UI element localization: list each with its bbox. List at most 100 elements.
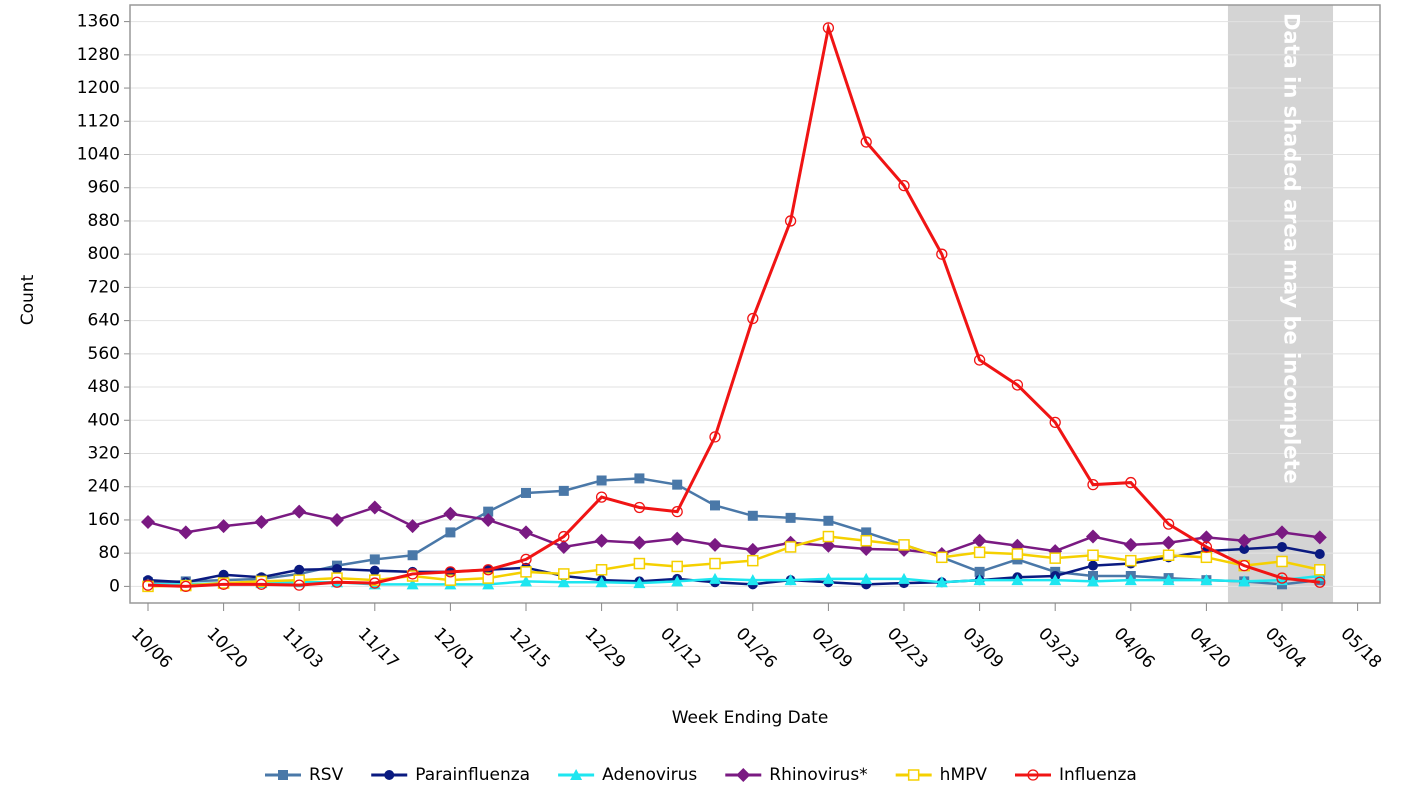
marker xyxy=(1237,533,1252,548)
marker xyxy=(1314,576,1326,588)
marker xyxy=(861,527,872,538)
marker xyxy=(1200,541,1213,553)
marker xyxy=(745,542,760,557)
marker xyxy=(444,574,457,586)
x-tick-label: 11/17 xyxy=(354,624,403,673)
marker xyxy=(973,546,986,559)
y-tick-label: 80 xyxy=(98,543,120,563)
legend-label: hMPV xyxy=(940,765,988,785)
marker xyxy=(444,566,457,578)
marker xyxy=(1123,537,1138,552)
marker xyxy=(784,541,797,553)
marker xyxy=(595,564,608,576)
marker xyxy=(218,569,229,580)
marker xyxy=(1314,548,1325,559)
marker xyxy=(1087,575,1099,587)
legend-marker xyxy=(907,769,920,781)
marker xyxy=(972,533,987,548)
marker xyxy=(1277,541,1287,552)
marker xyxy=(633,501,646,514)
series-line xyxy=(147,21,1320,588)
marker xyxy=(632,535,647,550)
marker xyxy=(481,512,496,527)
y-axis-label: Count xyxy=(18,274,38,325)
marker xyxy=(747,554,759,567)
x-tick-label: 04/06 xyxy=(1110,624,1159,673)
marker xyxy=(1199,530,1214,545)
marker xyxy=(935,576,948,588)
x-tick-label: 11/03 xyxy=(278,624,327,673)
marker xyxy=(482,572,494,584)
marker xyxy=(254,515,269,530)
marker xyxy=(1124,574,1137,586)
marker xyxy=(898,539,910,551)
y-tick-label: 640 xyxy=(88,311,120,331)
marker xyxy=(407,550,418,561)
marker xyxy=(823,515,834,526)
y-tick-label: 320 xyxy=(88,444,120,464)
marker xyxy=(519,525,533,540)
legend-marker xyxy=(384,770,395,780)
marker xyxy=(521,487,531,498)
marker xyxy=(594,533,609,548)
legend-label: Influenza xyxy=(1059,765,1137,785)
series-line xyxy=(147,545,1321,586)
legend-label: Rhinovirus* xyxy=(769,765,867,785)
marker xyxy=(595,576,608,588)
marker xyxy=(822,572,835,584)
y-tick-label: 160 xyxy=(88,510,120,530)
series-line xyxy=(147,535,1321,588)
x-tick-label: 05/18 xyxy=(1337,624,1386,673)
marker xyxy=(1238,559,1250,572)
x-tick-label: 03/09 xyxy=(959,624,1008,673)
y-tick-label: 240 xyxy=(88,477,120,497)
marker xyxy=(331,576,343,588)
marker xyxy=(709,431,721,443)
marker xyxy=(1161,535,1176,550)
y-tick-label: 960 xyxy=(88,178,120,198)
marker xyxy=(558,485,569,496)
marker xyxy=(217,578,230,590)
marker xyxy=(596,475,607,486)
y-tick-label: 0 xyxy=(109,576,120,596)
y-tick-label: 480 xyxy=(88,377,120,397)
marker xyxy=(633,557,646,570)
marker xyxy=(898,572,910,584)
x-tick-label: 03/23 xyxy=(1034,624,1083,673)
marker xyxy=(671,505,683,518)
marker xyxy=(670,531,685,546)
marker xyxy=(633,577,646,589)
marker xyxy=(330,512,344,527)
marker xyxy=(1049,574,1062,586)
marker xyxy=(860,572,873,584)
marker xyxy=(936,551,948,564)
y-tick-label: 1200 xyxy=(77,78,120,98)
marker xyxy=(746,574,759,586)
marker xyxy=(822,22,835,34)
marker xyxy=(557,576,570,588)
marker xyxy=(332,563,342,574)
marker xyxy=(482,564,494,576)
marker xyxy=(520,575,532,587)
x-tick-label: 10/06 xyxy=(127,624,176,673)
marker xyxy=(1049,552,1061,564)
marker xyxy=(1088,560,1098,571)
marker xyxy=(1087,478,1099,491)
y-tick-label: 400 xyxy=(88,410,120,430)
marker xyxy=(785,512,796,523)
marker xyxy=(520,566,532,578)
marker xyxy=(671,575,684,587)
plot-frame xyxy=(129,4,1381,604)
shaded-region xyxy=(1227,5,1334,603)
legend: RSV Parainfluenza Adenovirus Rhinovirus* hMP… xyxy=(265,765,1137,785)
marker xyxy=(1200,551,1213,564)
marker xyxy=(406,578,419,590)
marker xyxy=(671,560,683,573)
marker xyxy=(180,580,192,593)
marker xyxy=(1238,575,1251,587)
legend-marker xyxy=(1027,769,1039,781)
marker xyxy=(822,530,835,543)
marker xyxy=(556,539,571,554)
legend-label: Parainfluenza xyxy=(415,765,530,785)
marker xyxy=(973,574,986,586)
